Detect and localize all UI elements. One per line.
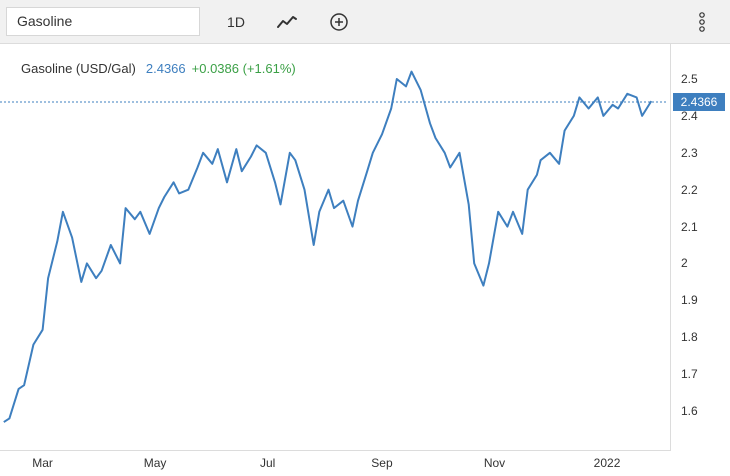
y-tick-label: 1.6 [681, 404, 698, 418]
series-line [3, 70, 653, 423]
x-tick-label: Nov [483, 456, 506, 470]
y-tick-label: 2.5 [681, 72, 698, 86]
chart-toolbar: Gasoline 1D [0, 0, 730, 44]
y-tick-label: 2.2 [681, 182, 698, 197]
legend-change: +0.0386 (+1.61%) [191, 61, 296, 76]
legend-series-name: Gasoline (USD/Gal) [21, 61, 136, 76]
period-button[interactable]: 1D [227, 14, 245, 30]
y-tick-label: 1.7 [681, 367, 698, 382]
plus-circle-icon[interactable] [329, 12, 349, 32]
x-tick-label: Sep [371, 456, 393, 470]
y-tick-label: 1.8 [681, 330, 698, 345]
y-tick-label: 2.1 [681, 219, 698, 234]
more-vertical-icon[interactable] [694, 10, 710, 34]
legend-price: 2.4366 [145, 61, 186, 76]
y-tick-label: 1.9 [681, 293, 698, 308]
line-chart-icon[interactable] [276, 12, 298, 32]
last-price-tag: 2.4366 [673, 93, 725, 111]
y-tick-label: 2 [681, 256, 688, 271]
x-tick-label: May [143, 456, 167, 470]
chart-legend: Gasoline (USD/Gal) 2.4366 +0.0386 (+1.61%) [21, 61, 296, 76]
y-tick-label: 2.3 [681, 145, 698, 160]
chart-plot-area [0, 44, 671, 451]
x-tick-label: Jul [259, 456, 276, 470]
x-tick-label: 2022 [593, 456, 621, 470]
x-tick-label: Mar [32, 456, 53, 470]
search-input[interactable]: Gasoline [6, 7, 200, 36]
y-tick-label: 2.4 [681, 108, 698, 123]
